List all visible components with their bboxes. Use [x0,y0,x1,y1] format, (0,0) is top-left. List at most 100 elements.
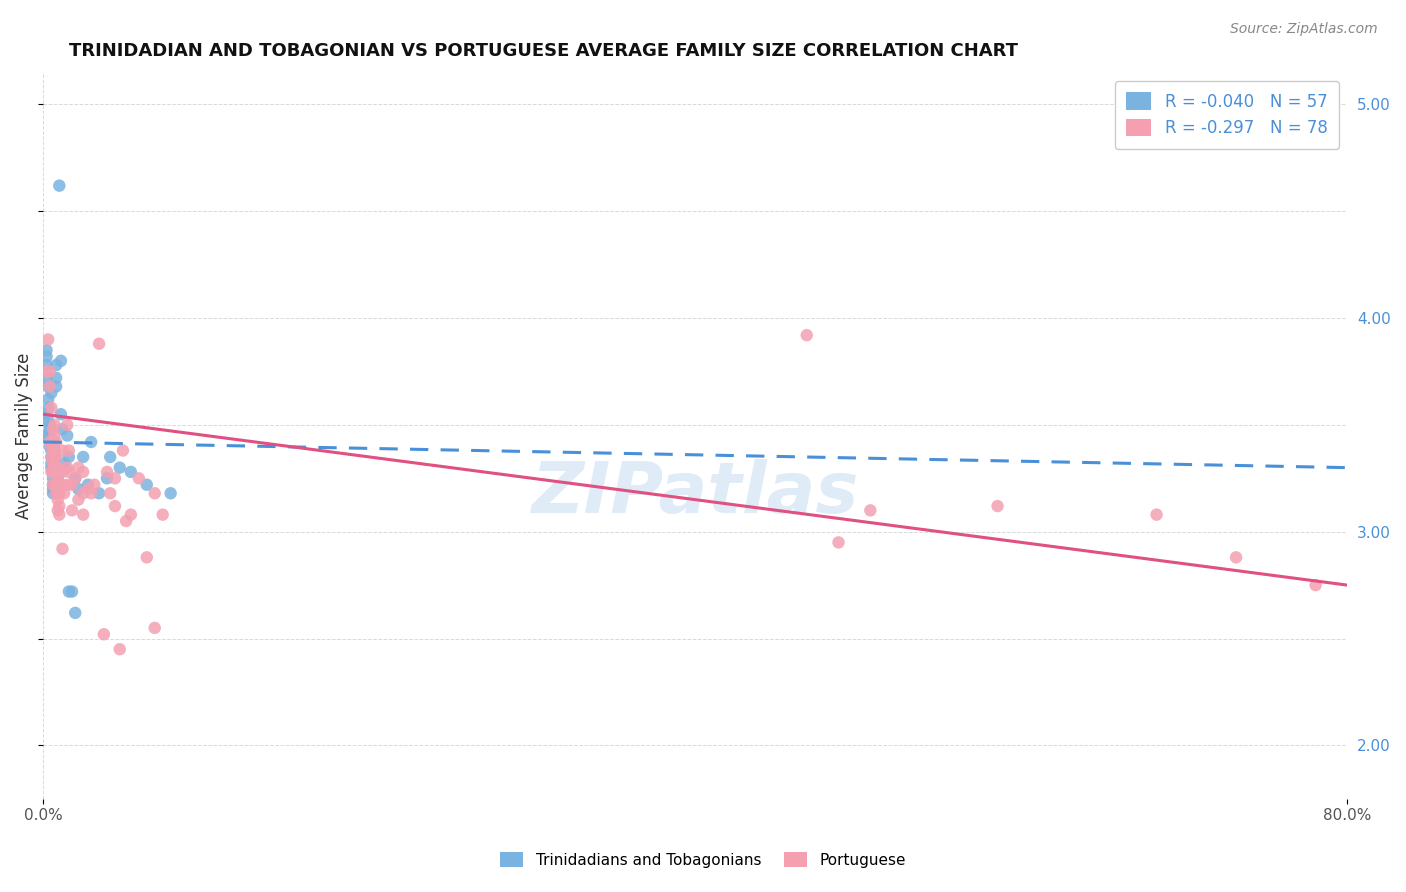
Point [45,486,67,500]
Point [135,550,157,565]
Point [56,417,79,432]
Point [51,477,73,491]
Text: ZIPatlas: ZIPatlas [531,459,859,528]
Point [44,428,66,442]
Point [46,471,69,485]
Point [38,428,60,442]
Point [41,460,63,475]
Point [37,401,59,415]
Point [41,456,63,470]
Point [1146,508,1168,522]
Point [48,477,70,491]
Point [46,477,69,491]
Point [48,178,70,193]
Legend: R = -0.040   N = 57, R = -0.297   N = 78: R = -0.040 N = 57, R = -0.297 N = 78 [1115,81,1339,149]
Point [72,508,94,522]
Point [37,333,59,347]
Point [120,465,142,479]
Point [49,407,72,421]
Point [83,477,105,491]
Point [60,477,83,491]
Point [65,606,87,620]
Point [87,486,110,500]
Point [58,450,80,464]
Point [986,499,1008,513]
Point [72,486,94,500]
Point [45,465,67,479]
Point [48,486,70,500]
Point [67,492,90,507]
Point [96,471,118,485]
Point [48,508,70,522]
Point [35,358,58,372]
Point [44,456,66,470]
Point [38,417,60,432]
Point [152,508,174,522]
Point [53,456,76,470]
Text: TRINIDADIAN AND TOBAGONIAN VS PORTUGUESE AVERAGE FAMILY SIZE CORRELATION CHART: TRINIDADIAN AND TOBAGONIAN VS PORTUGUESE… [69,42,1018,60]
Point [111,443,134,458]
Point [49,354,72,368]
Point [44,465,66,479]
Point [45,379,67,393]
Point [41,465,63,479]
Point [96,465,118,479]
Point [46,460,69,475]
Point [42,465,65,479]
Point [42,443,65,458]
Point [56,477,79,491]
Point [143,486,166,500]
Point [51,465,73,479]
Point [115,514,138,528]
Point [37,392,59,407]
Point [34,407,56,421]
Point [87,336,110,351]
Point [48,499,70,513]
Point [45,358,67,372]
Text: Source: ZipAtlas.com: Source: ZipAtlas.com [1230,22,1378,37]
Point [35,364,58,378]
Point [53,486,76,500]
Point [65,471,87,485]
Point [58,584,80,599]
Point [41,450,63,464]
Point [143,621,166,635]
Point [60,503,83,517]
Point [35,350,58,364]
Point [128,471,150,485]
Y-axis label: Average Family Size: Average Family Size [15,352,32,519]
Point [108,460,131,475]
Point [46,482,69,496]
Point [35,371,58,385]
Point [35,343,58,358]
Point [44,465,66,479]
Point [120,508,142,522]
Point [859,503,882,517]
Point [42,482,65,496]
Point [38,435,60,450]
Point [108,642,131,657]
Point [80,486,103,500]
Point [58,465,80,479]
Point [77,477,100,491]
Point [42,465,65,479]
Point [41,385,63,400]
Point [80,435,103,450]
Point [34,428,56,442]
Point [46,503,69,517]
Point [41,401,63,415]
Point [41,443,63,458]
Point [98,486,121,500]
Point [46,492,69,507]
Point [44,450,66,464]
Point [45,460,67,475]
Point [44,443,66,458]
Legend: Trinidadians and Tobagonians, Portuguese: Trinidadians and Tobagonians, Portuguese [492,844,914,875]
Point [42,422,65,436]
Point [44,456,66,470]
Point [45,371,67,385]
Point [827,535,849,549]
Point [51,422,73,436]
Point [159,486,181,500]
Point [45,435,67,450]
